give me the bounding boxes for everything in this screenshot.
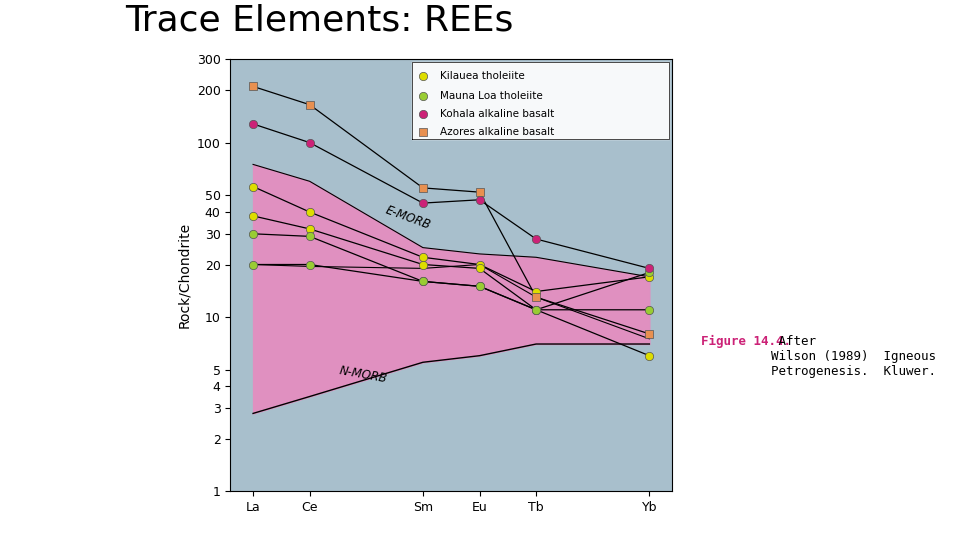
Text: Mauna Loa tholeiite: Mauna Loa tholeiite [440,91,542,101]
Text: E-MORB: E-MORB [383,204,432,232]
Text: Trace Elements: REEs: Trace Elements: REEs [125,4,514,38]
Y-axis label: Rock/Chondrite: Rock/Chondrite [178,222,191,328]
Text: N-MORB: N-MORB [338,364,388,386]
Text: Kohala alkaline basalt: Kohala alkaline basalt [440,110,554,119]
Text: Kilauea tholeiite: Kilauea tholeiite [440,71,524,82]
Text: After
Wilson (1989)  Igneous
Petrogenesis.  Kluwer.: After Wilson (1989) Igneous Petrogenesis… [771,335,936,378]
Text: Figure 14.4.: Figure 14.4. [701,335,791,348]
Text: Azores alkaline basalt: Azores alkaline basalt [440,127,554,137]
